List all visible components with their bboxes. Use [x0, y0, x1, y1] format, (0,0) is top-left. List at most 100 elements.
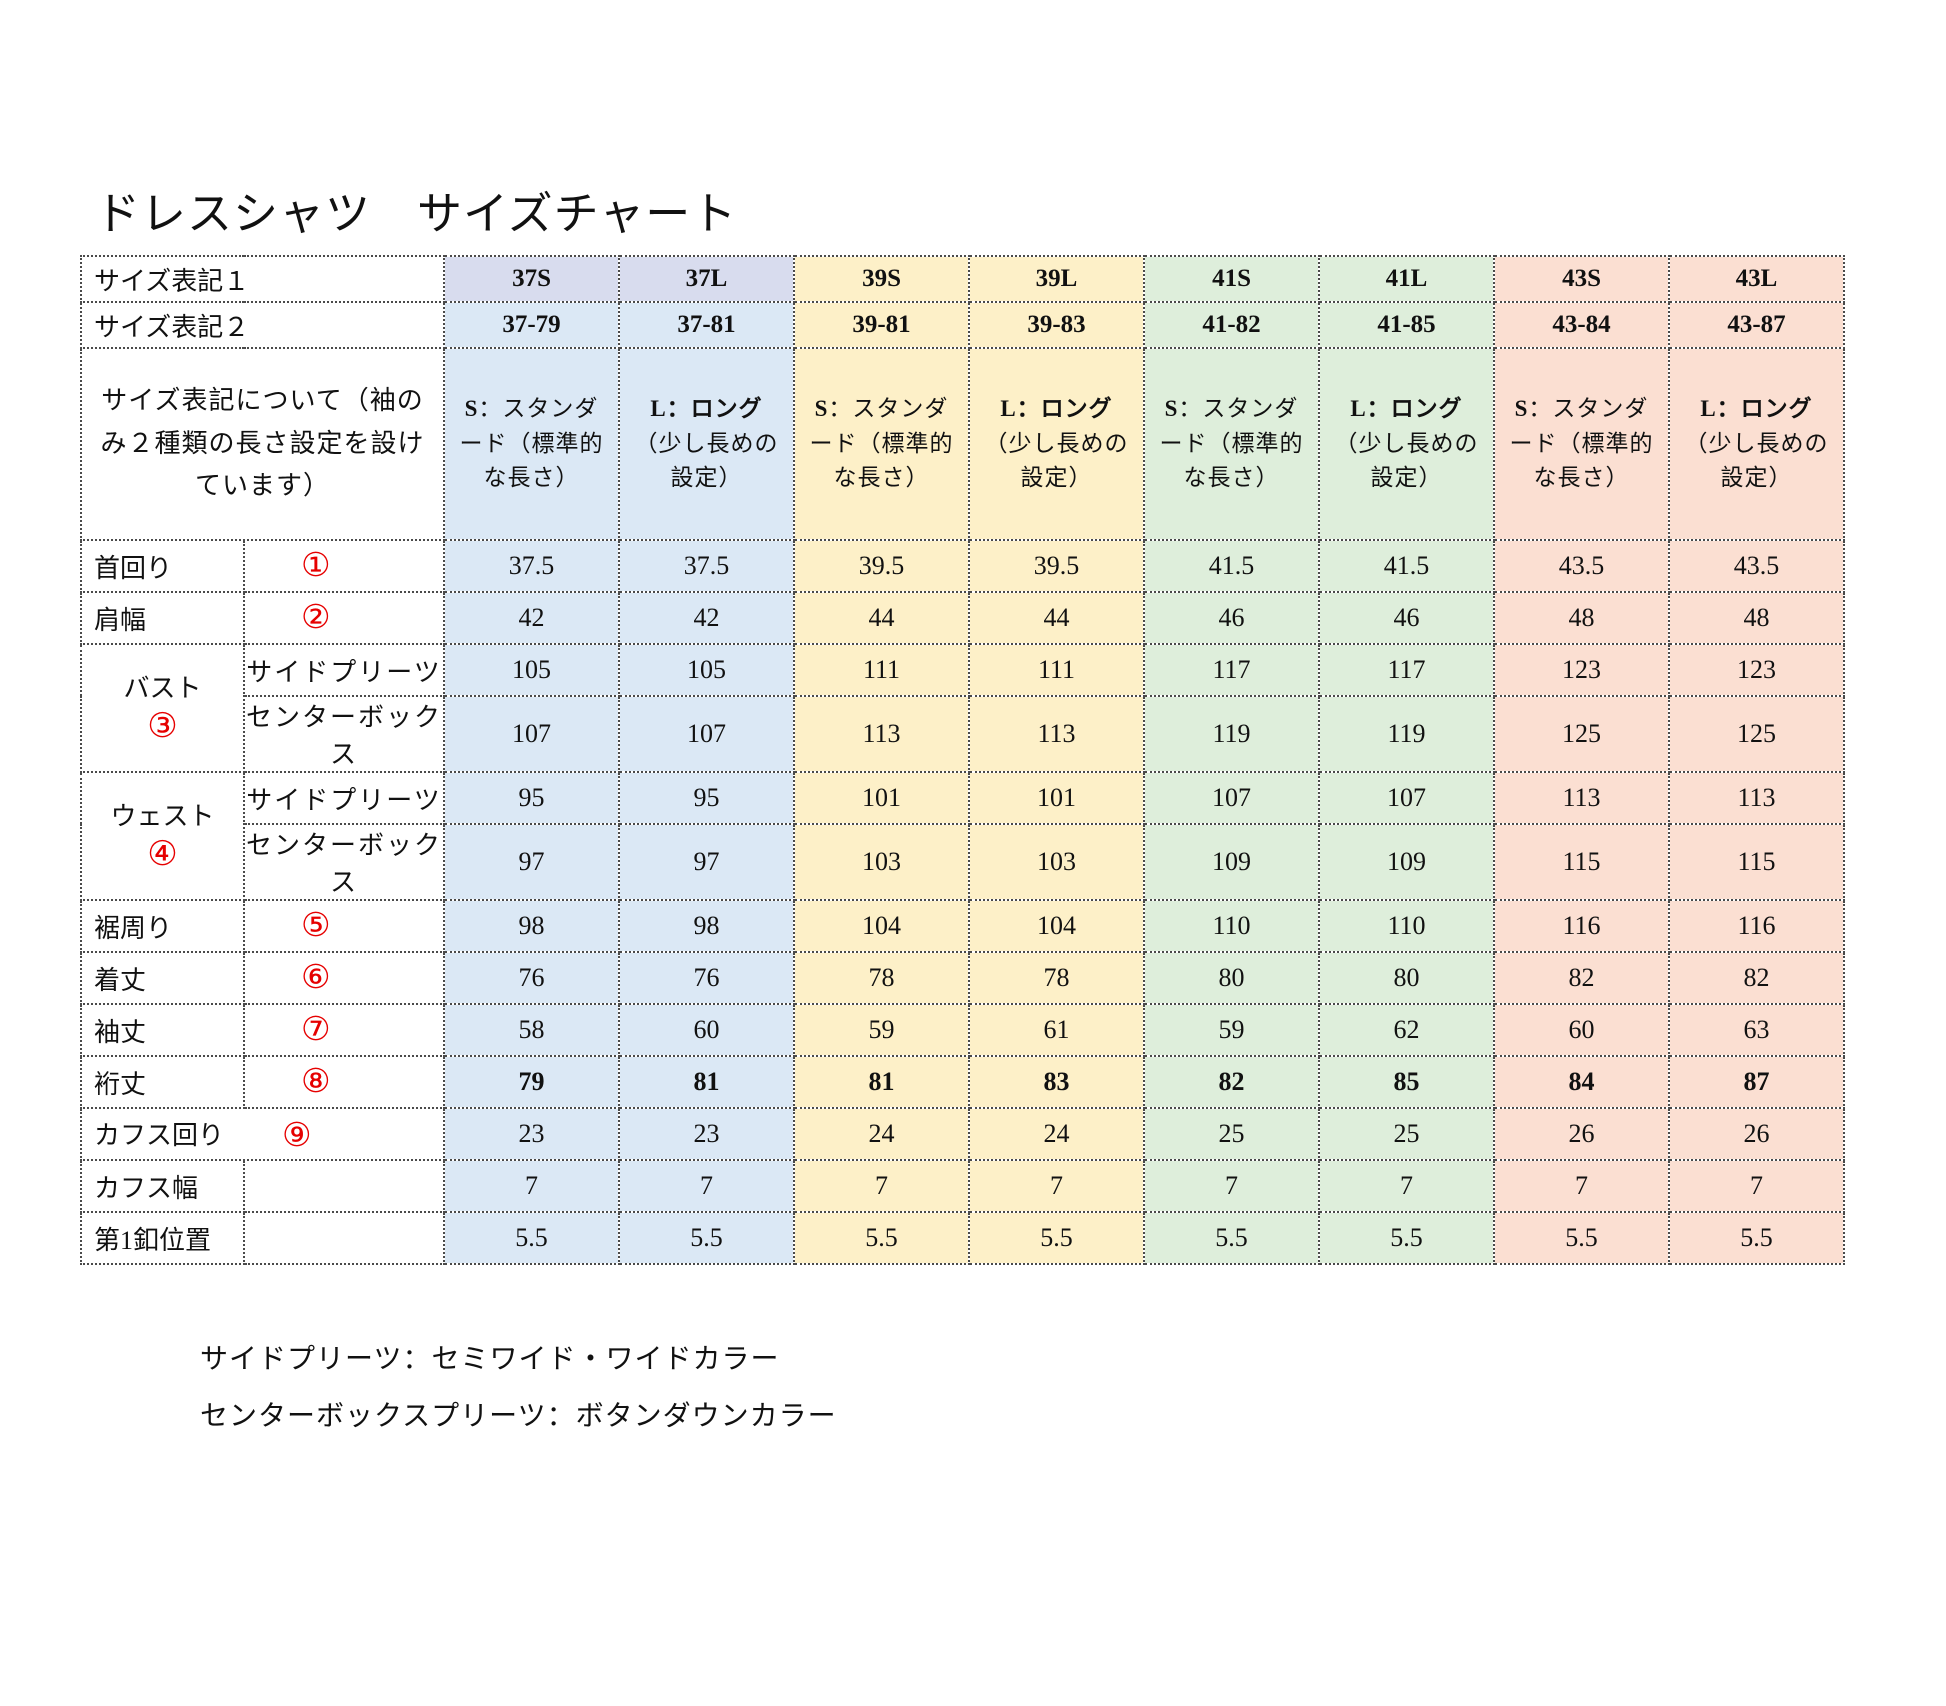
- value-cell: 81: [793, 1055, 971, 1109]
- row-bust-side: バスト ③ サイドプリーツ 105 105 111 111 117 117 12…: [80, 643, 1846, 773]
- value-cell: 119: [1143, 695, 1321, 773]
- row-bust-center: センターボックス 107 107 113 113 119 119 125 125: [81, 695, 1846, 773]
- value-cell: 113: [968, 695, 1146, 773]
- size-code-cell: 43S: [1493, 255, 1671, 303]
- size-code2-cell: 39-83: [968, 301, 1146, 349]
- type-desc-cell: L：ロング（少し長めの設定）: [1318, 347, 1496, 541]
- page-title: ドレスシャツ サイズチャート: [95, 189, 738, 239]
- circle-1: ①: [301, 547, 331, 584]
- value-cell: 101: [968, 771, 1146, 825]
- header-row-about: サイズ表記について（袖のみ２種類の長さ設定を設けています） S：スタンダード（標…: [79, 347, 1846, 541]
- value-cell: 23: [618, 1107, 796, 1161]
- value-cell: 113: [793, 695, 971, 773]
- size-code2-cell: 43-84: [1493, 301, 1671, 349]
- value-cell: 107: [618, 695, 796, 773]
- value-cell: 123: [1493, 643, 1671, 697]
- size-code-cell: 37L: [618, 255, 796, 303]
- value-cell: 95: [443, 771, 621, 825]
- value-cell: 116: [1493, 899, 1671, 953]
- value-cell: 7: [1143, 1159, 1321, 1213]
- value-cell: 41.5: [1143, 539, 1321, 593]
- row-yuki-length: 裄丈 ⑧ 79 81 81 83 82 85 84 87: [80, 1055, 1846, 1109]
- value-cell: 5.5: [1493, 1211, 1671, 1265]
- value-cell: 110: [1143, 899, 1321, 953]
- value-cell: 24: [968, 1107, 1146, 1161]
- empty-cell: [242, 1211, 446, 1265]
- note-side-pleats: サイドプリーツ：セミワイド・ワイドカラー: [200, 1344, 780, 1375]
- header-row-size2: サイズ表記２ 37-79 37-81 39-81 39-83 41-82 41-…: [79, 301, 1846, 349]
- size-code-cell: 39L: [968, 255, 1146, 303]
- size-code2-cell: 37-81: [618, 301, 796, 349]
- value-cell: 76: [618, 951, 796, 1005]
- value-cell: 23: [443, 1107, 621, 1161]
- value-cell: 26: [1668, 1107, 1846, 1161]
- value-cell: 39.5: [968, 539, 1146, 593]
- value-cell: 82: [1143, 1055, 1321, 1109]
- value-cell: 125: [1668, 695, 1846, 773]
- size-chart-table: サイズ表記１ 37S 37L 39S 39L 41S 41L 43S 43L サ…: [79, 255, 1846, 1265]
- value-cell: 37.5: [443, 539, 621, 593]
- value-cell: 25: [1318, 1107, 1496, 1161]
- value-cell: 42: [443, 591, 621, 645]
- value-cell: 76: [443, 951, 621, 1005]
- row-neck: 首回り ① 37.5 37.5 39.5 39.5 41.5 41.5 43.5…: [80, 539, 1846, 593]
- row-body-length: 着丈 ⑥ 76 76 78 78 80 80 82 82: [80, 951, 1846, 1005]
- value-cell: 107: [1143, 771, 1321, 825]
- sub-label: センターボックス: [242, 823, 446, 901]
- value-cell: 97: [443, 823, 621, 901]
- circle-badge-cell: ⑤: [242, 899, 446, 953]
- value-cell: 62: [1318, 1003, 1496, 1057]
- value-cell: 84: [1493, 1055, 1671, 1109]
- value-cell: 82: [1668, 951, 1846, 1005]
- footnotes: サイドプリーツ：セミワイド・ワイドカラー センターボックスプリーツ：ボタンダウン…: [200, 1331, 1946, 1446]
- value-cell: 116: [1668, 899, 1846, 953]
- value-cell: 115: [1493, 823, 1671, 901]
- value-cell: 7: [443, 1159, 621, 1213]
- empty-cell: [242, 1159, 446, 1213]
- circle-badge-cell: ⑦: [242, 1003, 446, 1057]
- row-waist-center: センターボックス 97 97 103 103 109 109 115 115: [81, 823, 1846, 901]
- about-label: サイズ表記について（袖のみ２種類の長さ設定を設けています）: [79, 347, 446, 541]
- value-cell: 97: [618, 823, 796, 901]
- size-code2-cell: 41-85: [1318, 301, 1496, 349]
- value-cell: 111: [968, 643, 1146, 697]
- value-cell: 42: [618, 591, 796, 645]
- value-cell: 125: [1493, 695, 1671, 773]
- row-waist-side: ウェスト ④ サイドプリーツ 95 95 101 101 107 107 113…: [80, 771, 1846, 901]
- circle-3: ③: [147, 707, 178, 745]
- row-label-text: カフス回り: [94, 1121, 225, 1150]
- row-label: 首回り: [80, 539, 245, 593]
- value-cell: 113: [1493, 771, 1671, 825]
- type-desc-cell: L：ロング（少し長めの設定）: [618, 347, 796, 541]
- row-first-button: 第1釦位置 5.5 5.5 5.5 5.5 5.5 5.5 5.5 5.5: [80, 1211, 1846, 1265]
- type-desc-cell: S：スタンダード（標準的な長さ）: [1143, 347, 1321, 541]
- value-cell: 119: [1318, 695, 1496, 773]
- type-desc-cell: L：ロング（少し長めの設定）: [1668, 347, 1846, 541]
- value-cell: 24: [793, 1107, 971, 1161]
- note-center-box-pleats: センターボックスプリーツ：ボタンダウンカラー: [200, 1401, 837, 1433]
- value-cell: 82: [1493, 951, 1671, 1005]
- row-label: カフス幅: [80, 1159, 245, 1213]
- row-cuff-girth: カフス回り ⑨ 23 23 24 24 25 25 26 26: [79, 1107, 1846, 1161]
- value-cell: 48: [1668, 591, 1846, 645]
- value-cell: 44: [968, 591, 1146, 645]
- value-cell: 5.5: [968, 1211, 1146, 1265]
- value-cell: 115: [1668, 823, 1846, 901]
- value-cell: 103: [793, 823, 971, 901]
- value-cell: 25: [1143, 1107, 1321, 1161]
- value-cell: 98: [618, 899, 796, 953]
- value-cell: 105: [618, 643, 796, 697]
- value-cell: 7: [618, 1159, 796, 1213]
- circle-7: ⑦: [301, 1011, 331, 1048]
- circle-6: ⑥: [301, 959, 331, 996]
- row-label: 肩幅: [80, 591, 245, 645]
- size-code2-cell: 39-81: [793, 301, 971, 349]
- type-desc-cell: S：スタンダード（標準的な長さ）: [443, 347, 621, 541]
- row-label-size1: サイズ表記１: [79, 255, 446, 303]
- group-label-text: バスト: [123, 674, 202, 704]
- value-cell: 85: [1318, 1055, 1496, 1109]
- value-cell: 104: [968, 899, 1146, 953]
- circle-badge-cell: ①: [242, 539, 446, 593]
- type-desc-cell: L：ロング（少し長めの設定）: [968, 347, 1146, 541]
- group-label-bust: バスト ③: [80, 643, 245, 773]
